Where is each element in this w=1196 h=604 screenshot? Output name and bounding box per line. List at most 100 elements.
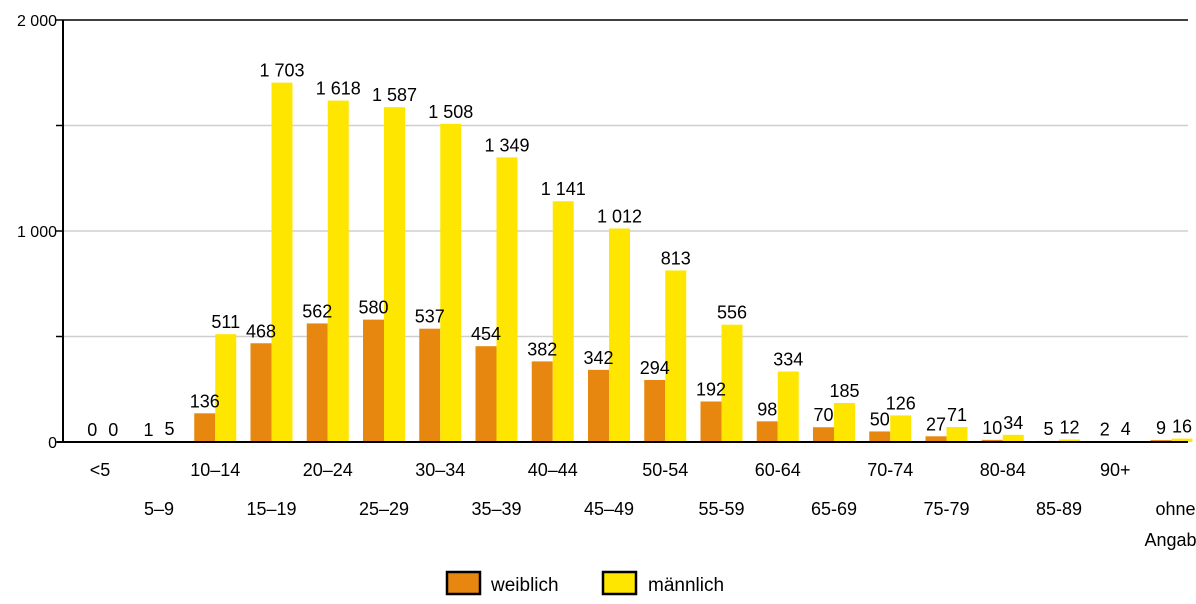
bar-maennlich-19: [1171, 438, 1193, 442]
bar-weiblich-3: [250, 343, 272, 442]
data-label-maennlich-1: 5: [164, 419, 174, 439]
bar-weiblich-6: [419, 328, 441, 442]
x-tick-label-6: 30–34: [415, 460, 465, 480]
x-tick-label-4: 20–24: [303, 460, 353, 480]
x-tick-label-5: 25–29: [359, 499, 409, 519]
data-label-maennlich-12: 334: [773, 350, 803, 370]
bar-maennlich-14: [890, 415, 912, 442]
data-label-weiblich-17: 5: [1043, 419, 1053, 439]
bar-weiblich-14: [869, 431, 891, 442]
data-label-weiblich-1: 1: [143, 420, 153, 440]
data-label-maennlich-0: 0: [108, 420, 118, 440]
bar-weiblich-12: [756, 421, 778, 442]
data-label-maennlich-11: 556: [717, 303, 747, 323]
x-tick-label-14: 70-74: [867, 460, 913, 480]
bar-maennlich-3: [271, 82, 293, 443]
x-tick-label-11: 55-59: [698, 499, 744, 519]
bar-maennlich-17: [1059, 439, 1080, 442]
data-label-maennlich-7: 1 349: [484, 135, 529, 155]
y-tick-label-2000: 2 000: [17, 13, 57, 30]
data-label-weiblich-15: 27: [926, 414, 946, 434]
bar-weiblich-16: [981, 439, 1003, 442]
data-label-maennlich-17: 12: [1059, 417, 1079, 437]
data-label-maennlich-4: 1 618: [316, 79, 361, 99]
x-tick-label-9: 45–49: [584, 499, 634, 519]
x-tick-label-2: 10–14: [190, 460, 240, 480]
data-label-maennlich-3: 1 703: [259, 61, 304, 81]
x-tick-label-17: 85-89: [1036, 499, 1082, 519]
bar-weiblich-10: [644, 379, 666, 442]
x-tick-label-13: 65-69: [811, 499, 857, 519]
x-tick-labels: <5 5–9 10–14 15–19 20–24 25–29 30–34 35–39 40–44…: [90, 460, 1196, 550]
data-label-weiblich-3: 468: [246, 321, 276, 341]
data-label-weiblich-19: 9: [1156, 418, 1166, 438]
x-tick-label-3: 15–19: [246, 499, 296, 519]
data-label-maennlich-5: 1 587: [372, 85, 417, 105]
data-label-weiblich-11: 192: [696, 379, 726, 399]
data-label-weiblich-8: 382: [527, 339, 557, 359]
bar-maennlich-12: [777, 371, 799, 442]
data-label-weiblich-6: 537: [415, 307, 445, 327]
x-tick-label-10: 50-54: [642, 460, 688, 480]
bar-weiblich-7: [475, 346, 497, 442]
legend-label-weiblich: weiblich: [490, 575, 559, 596]
x-tick-label-15: 75-79: [923, 499, 969, 519]
legend: weiblich männlich: [445, 570, 724, 596]
data-label-maennlich-6: 1 508: [428, 102, 473, 122]
data-label-maennlich-15: 71: [947, 405, 967, 425]
legend-label-maennlich: männlich: [648, 575, 724, 596]
x-tick-label-19: ohneAngabe: [1144, 499, 1196, 550]
bar-maennlich-7: [496, 157, 518, 442]
bar-maennlich-13: [834, 402, 855, 442]
x-tick-label-0: <5: [90, 460, 111, 480]
data-label-maennlich-16: 34: [1003, 413, 1023, 433]
data-label-maennlich-2: 511: [211, 312, 240, 332]
data-label-weiblich-2: 136: [190, 391, 220, 411]
data-label-weiblich-9: 342: [583, 348, 613, 368]
data-label-weiblich-0: 0: [87, 420, 97, 440]
bar-weiblich-11: [700, 401, 722, 442]
data-label-weiblich-4: 562: [302, 301, 332, 321]
bar-maennlich-11: [721, 324, 743, 442]
axes: [56, 19, 1188, 443]
x-tick-label-18: 90+: [1100, 460, 1131, 480]
bar-weiblich-2: [194, 413, 216, 442]
legend-swatch-weiblich: [445, 570, 482, 596]
bar-weiblich-5: [363, 319, 384, 442]
bar-maennlich-5: [384, 107, 405, 442]
data-label-maennlich-9: 1 012: [597, 206, 642, 226]
data-label-weiblich-5: 580: [358, 298, 388, 318]
bar-maennlich-15: [946, 427, 968, 442]
data-label-maennlich-19: 16: [1172, 417, 1192, 437]
bar-weiblich-8: [531, 361, 553, 442]
data-label-maennlich-14: 126: [886, 393, 916, 413]
bar-weiblich-4: [306, 323, 328, 442]
data-label-weiblich-10: 294: [640, 358, 670, 378]
data-label-weiblich-14: 50: [870, 409, 890, 429]
data-label-maennlich-8: 1 141: [541, 179, 586, 199]
x-tick-label-12: 60-64: [755, 460, 801, 480]
data-label-weiblich-18: 2: [1100, 420, 1110, 440]
y-tick-labels: 0 1 000 2 000: [17, 13, 57, 452]
legend-swatch-maennlich: [601, 570, 638, 596]
data-label-weiblich-16: 10: [982, 418, 1002, 438]
y-tick-label-0: 0: [48, 435, 57, 452]
bar-weiblich-13: [813, 427, 834, 442]
bar-maennlich-10: [665, 270, 687, 442]
x-tick-label-1: 5–9: [144, 499, 174, 519]
data-label-maennlich-13: 185: [829, 381, 859, 401]
data-label-weiblich-13: 70: [813, 405, 833, 425]
bar-maennlich-16: [1002, 434, 1024, 442]
bar-maennlich-6: [440, 123, 462, 442]
bar-maennlich-9: [609, 228, 630, 442]
data-label-maennlich-18: 4: [1121, 419, 1131, 439]
bar-maennlich-8: [552, 201, 574, 442]
bar-weiblich-9: [588, 369, 609, 442]
bar-weiblich-15: [925, 436, 947, 442]
data-label-weiblich-7: 454: [471, 324, 501, 344]
x-tick-label-8: 40–44: [528, 460, 578, 480]
data-label-maennlich-10: 813: [661, 248, 691, 268]
x-tick-label-7: 35–39: [471, 499, 521, 519]
